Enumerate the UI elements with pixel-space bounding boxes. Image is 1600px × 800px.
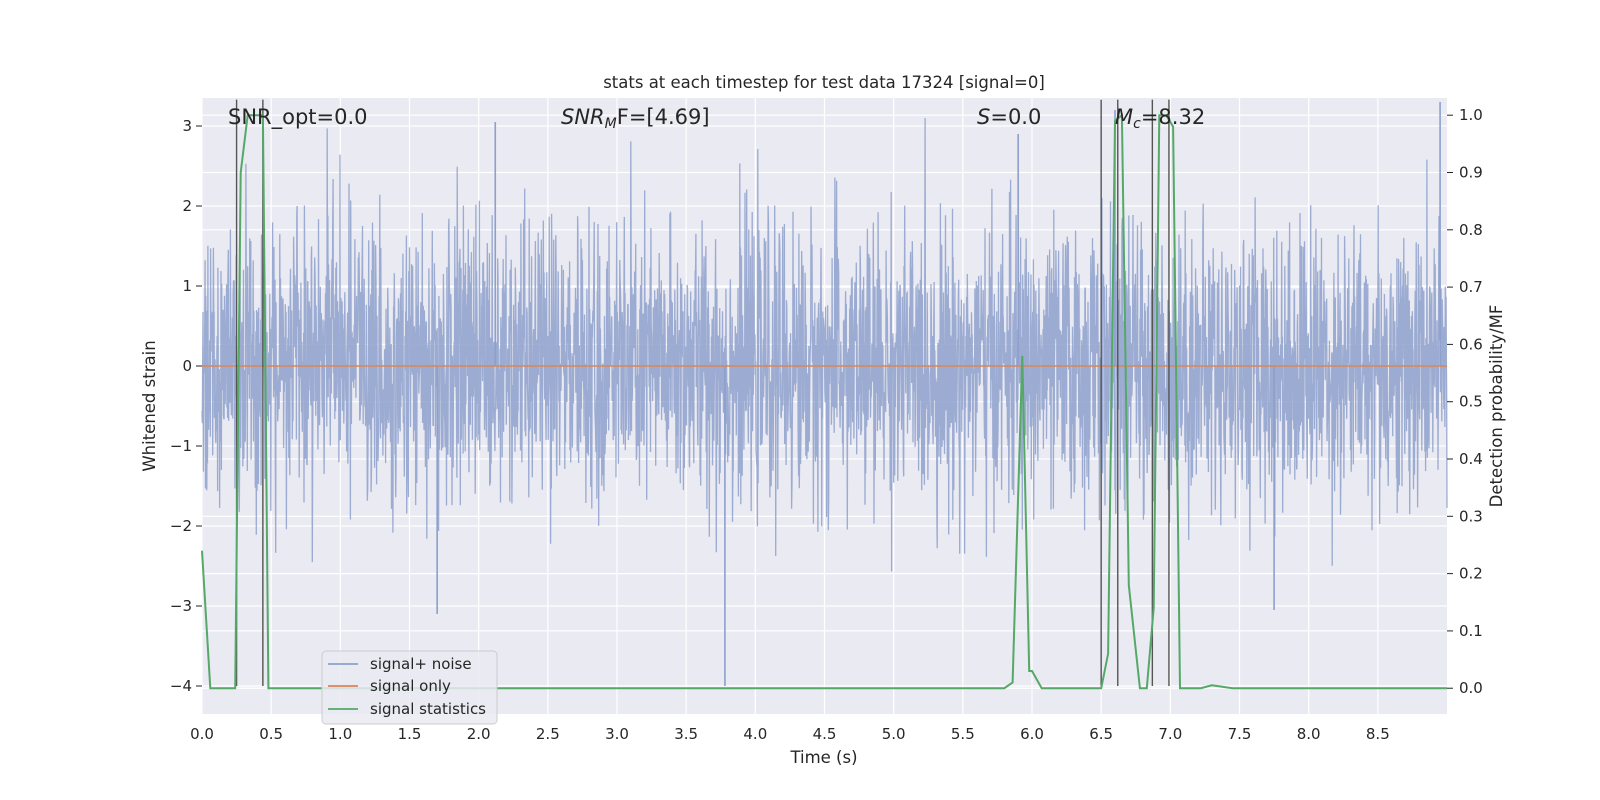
y-left-tick-label: −3 [170,597,192,615]
y-left-tick-label: 2 [182,197,192,215]
annotation-snr-mf-symbol: SNR [561,105,605,129]
x-tick-label: 0.0 [190,725,214,743]
annotation-snr-mf-subscript: M [605,116,617,132]
x-tick-label: 7.5 [1228,725,1252,743]
y-left-tick-label: −2 [170,517,192,535]
legend-label-signal-noise: signal+ noise [370,655,472,673]
y-left-axis-ticks: 3 2 1 0 −1 −2 −3 −4 [170,117,202,695]
x-tick-label: 1.5 [398,725,422,743]
x-tick-label: 5.5 [951,725,975,743]
series-signal-statistics [201,113,1447,690]
y-left-tick-label: −4 [170,677,192,695]
legend-label-signal-only: signal only [370,677,451,695]
x-tick-label: 3.5 [674,725,698,743]
y-right-tick-label: 0.7 [1459,278,1483,296]
y-right-tick-label: 0.8 [1459,221,1483,239]
annotation-mc: Mc=8.32 [1115,105,1205,132]
x-tick-label: 0.5 [259,725,283,743]
annotation-snr-mf: SNRMF=[4.69] [561,105,710,132]
y-right-tick-label: 0.6 [1459,335,1483,353]
noise-trace [201,117,1448,572]
y-left-tick-label: 1 [182,277,192,295]
x-axis-label: Time (s) [789,748,857,767]
y-right-tick-label: 0.1 [1459,622,1483,640]
y-right-tick-label: 0.0 [1459,679,1483,697]
y-right-tick-label: 0.3 [1459,507,1483,525]
legend-label-signal-statistics: signal statistics [370,700,486,718]
annotation-mc-value: =8.32 [1141,105,1205,129]
y-left-tick-label: 0 [182,357,192,375]
y-right-tick-label: 0.4 [1459,450,1483,468]
y-left-axis-label: Whitened strain [140,340,159,471]
y-right-axis-label: Detection probability/MF [1487,305,1506,508]
y-right-tick-label: 1.0 [1459,106,1483,124]
x-tick-label: 1.0 [328,725,352,743]
y-right-tick-label: 0.2 [1459,565,1483,583]
chart-title: stats at each timestep for test data 173… [603,73,1045,92]
x-tick-label: 3.0 [605,725,629,743]
annotation-s-symbol: S [977,105,990,129]
x-tick-label: 2.5 [536,725,560,743]
y-right-tick-label: 0.9 [1459,163,1483,181]
x-tick-label: 8.5 [1366,725,1390,743]
x-axis-ticks: 0.0 0.5 1.0 1.5 2.0 2.5 3.0 3.5 4.0 4.5 5.0 5.5 6.0 6… [190,725,1390,743]
y-right-axis-ticks: 1.0 0.9 0.8 0.7 0.6 0.5 0.4 0.3 0.2 0.1 0.0 [1447,106,1483,697]
x-tick-label: 4.5 [813,725,837,743]
x-tick-label: 6.5 [1089,725,1113,743]
x-tick-label: 8.0 [1297,725,1321,743]
legend: signal+ noise signal only signal statist… [321,650,498,725]
annotation-s: S=0.0 [977,105,1041,129]
y-left-tick-label: −1 [170,437,192,455]
x-tick-label: 6.0 [1020,725,1044,743]
annotation-s-value: =0.0 [990,105,1041,129]
x-tick-label: 5.0 [882,725,906,743]
annotation-mc-symbol: M [1115,105,1133,129]
x-tick-label: 4.0 [743,725,767,743]
annotation-mc-subscript: c [1133,116,1141,132]
x-tick-label: 2.0 [467,725,491,743]
x-tick-label: 7.0 [1158,725,1182,743]
vertical-markers [235,99,1170,686]
annotation-snr-opt: SNR_opt=0.0 [228,105,368,130]
signal-statistics-line [201,113,1447,690]
y-right-tick-label: 0.5 [1459,393,1483,411]
legend-box [321,650,498,725]
annotation-snr-mf-value: F=[4.69] [617,105,710,129]
y-left-tick-label: 3 [182,117,192,135]
